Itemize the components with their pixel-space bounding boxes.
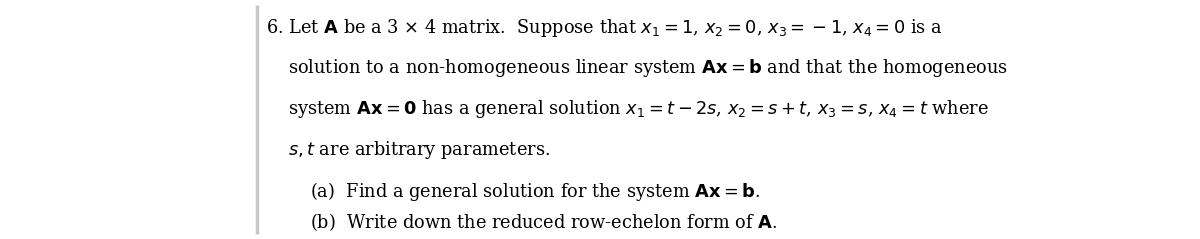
Text: (a)  Find a general solution for the system $\mathbf{Ax} = \mathbf{b}$.: (a) Find a general solution for the syst… <box>310 180 760 203</box>
Text: system $\mathbf{Ax} = \mathbf{0}$ has a general solution $x_1 = t - 2s$, $x_2 = : system $\mathbf{Ax} = \mathbf{0}$ has a … <box>288 98 989 120</box>
Text: 6. Let $\mathbf{A}$ be a 3 $\times$ 4 matrix.  Suppose that $x_1 = 1$, $x_2 = 0$: 6. Let $\mathbf{A}$ be a 3 $\times$ 4 ma… <box>266 17 943 39</box>
Text: $s, t$ are arbitrary parameters.: $s, t$ are arbitrary parameters. <box>288 139 550 161</box>
Text: solution to a non-homogeneous linear system $\mathbf{Ax} = \mathbf{b}$ and that : solution to a non-homogeneous linear sys… <box>288 57 1008 79</box>
Text: (b)  Write down the reduced row-echelon form of $\mathbf{A}$.: (b) Write down the reduced row-echelon f… <box>310 212 776 233</box>
